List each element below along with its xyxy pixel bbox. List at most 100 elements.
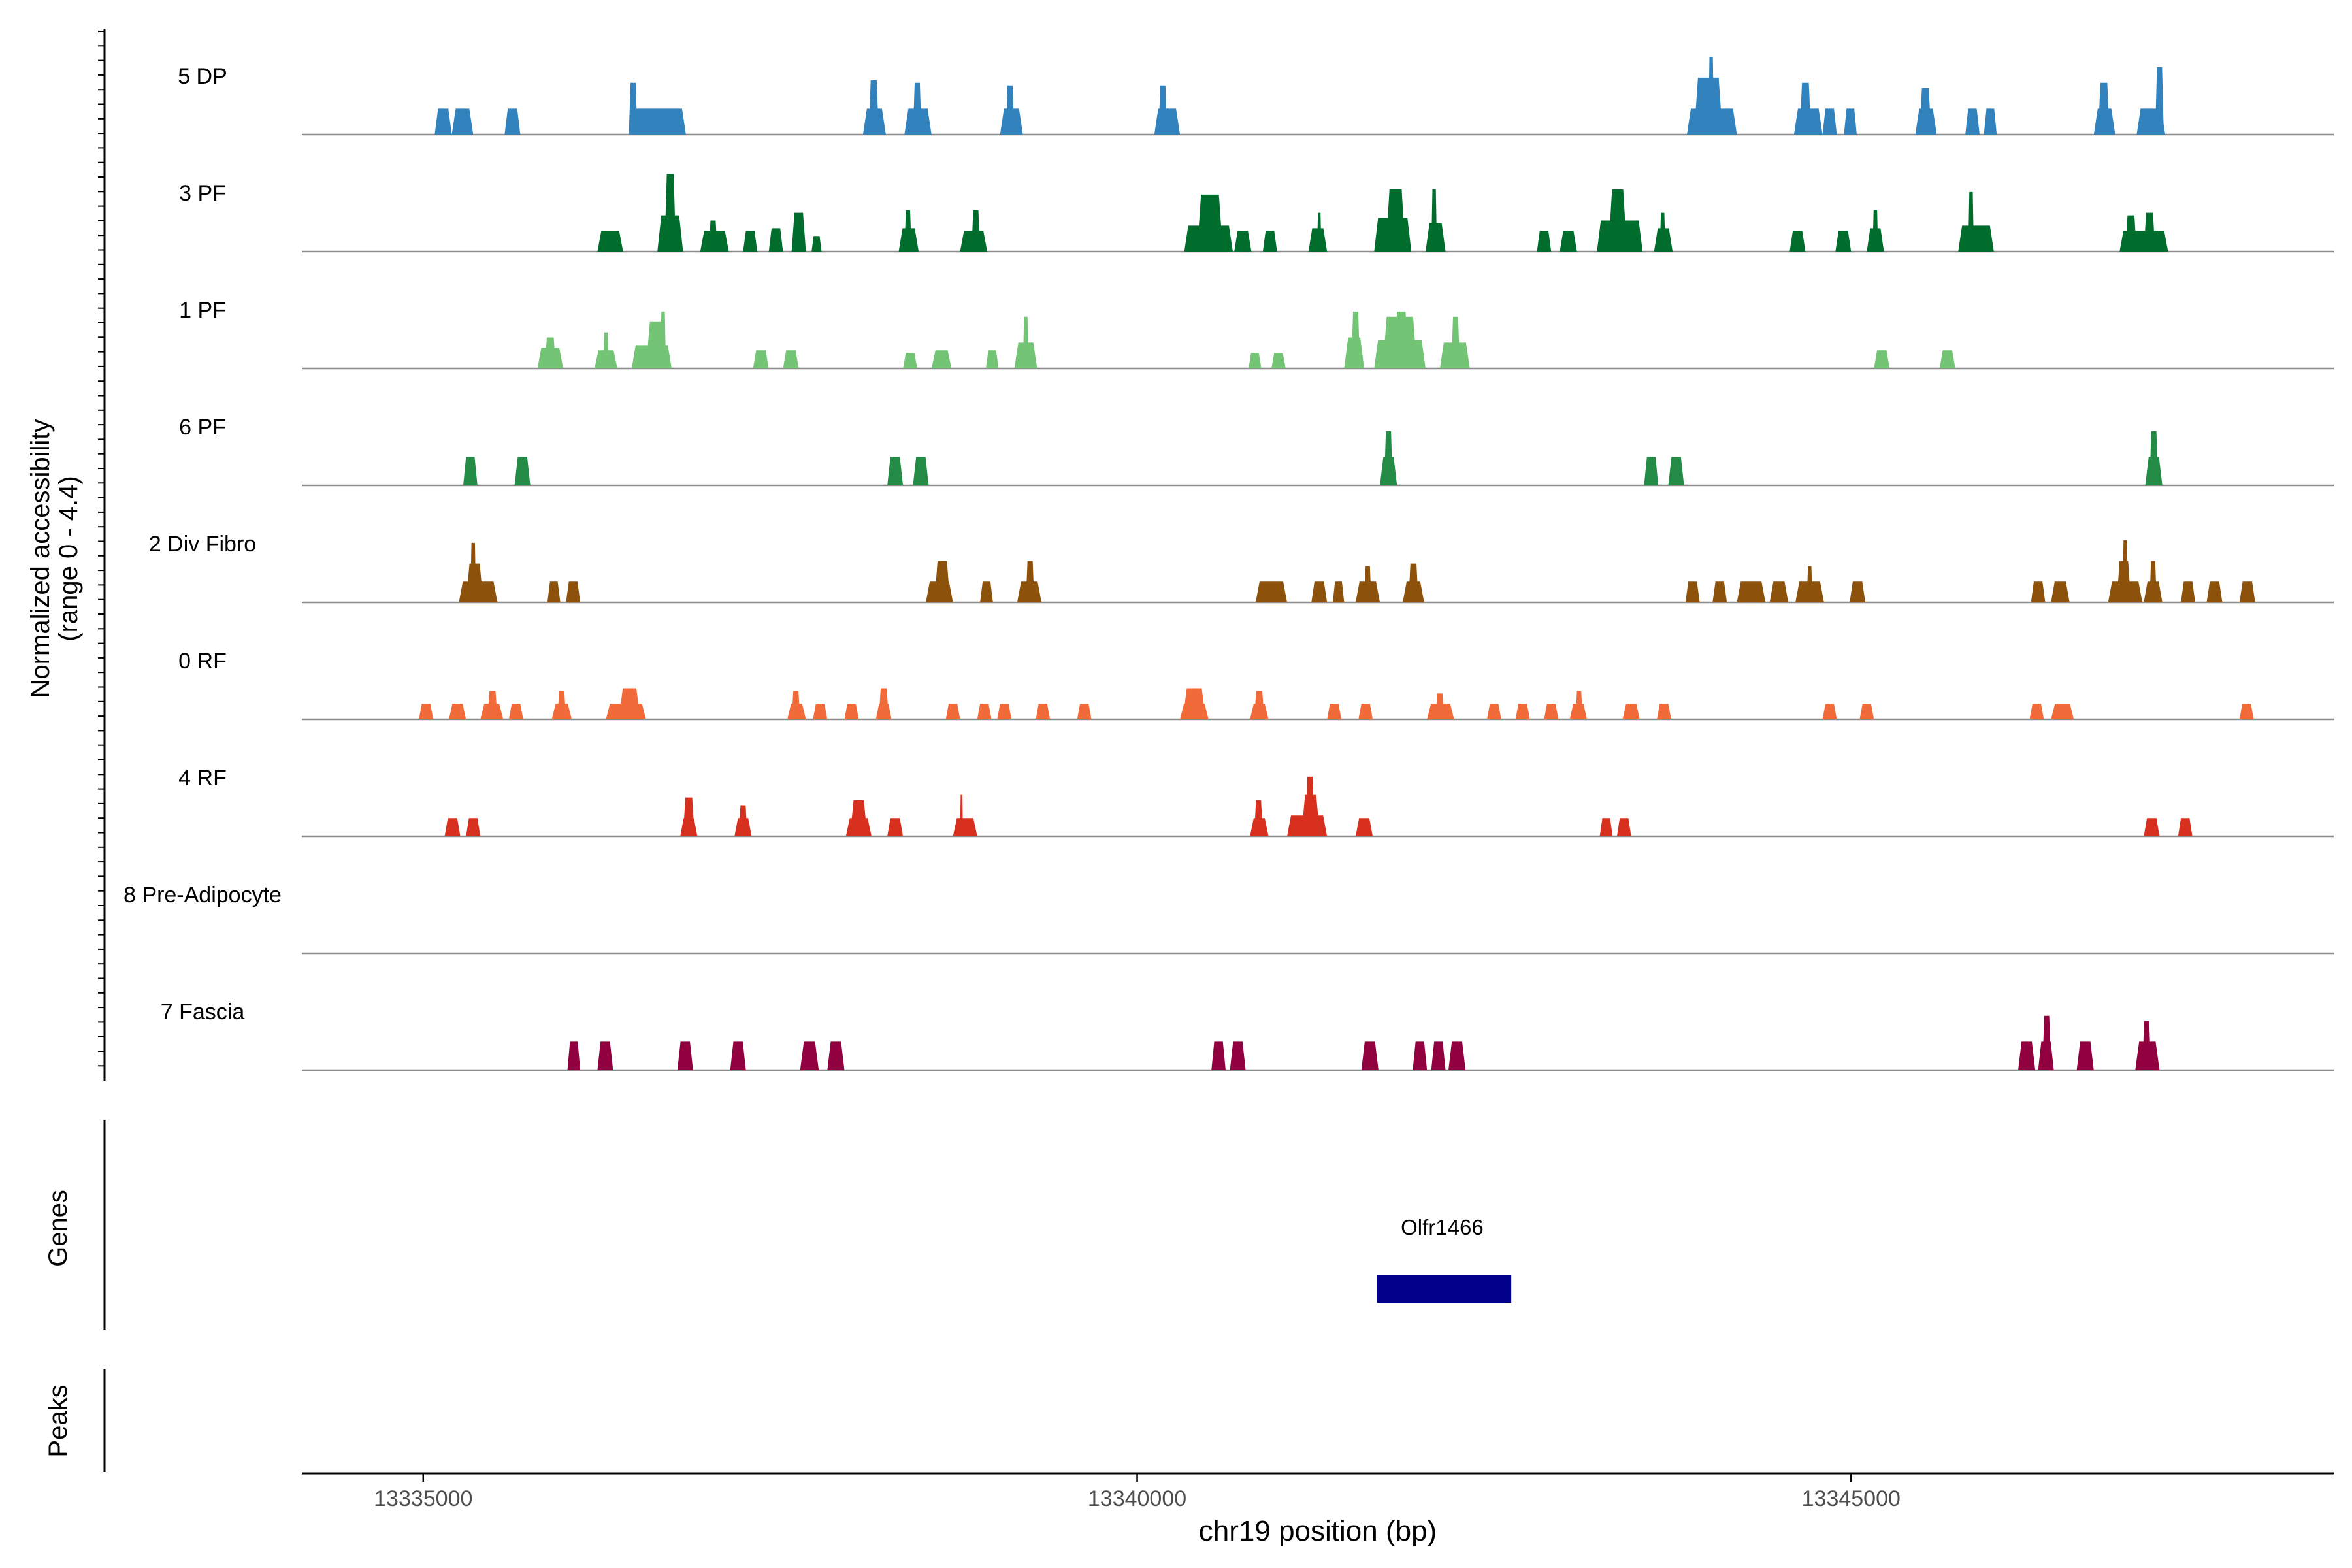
coverage-peak [2031, 581, 2046, 602]
x-tick-label: 13340000 [1088, 1486, 1186, 1511]
coverage-peak [434, 108, 452, 135]
coverage-peak [768, 228, 783, 252]
coverage-peak [683, 797, 694, 836]
coverage-peak [619, 688, 640, 719]
x-tick-label: 13345000 [1802, 1486, 1901, 1511]
coverage-peak [1965, 108, 1980, 135]
coverage-peak [953, 818, 977, 836]
coverage-peak [1859, 704, 1874, 719]
coverage-peak [903, 353, 917, 368]
coverage-peak [985, 350, 999, 368]
coverage-peak [1332, 581, 1345, 602]
coverage-peak [567, 1041, 581, 1070]
coverage-peak [557, 691, 566, 719]
genes-panel-title: Genes [44, 1190, 73, 1267]
coverage-peak [1408, 563, 1419, 602]
coverage-peak [730, 1041, 746, 1070]
coverage-peak [1958, 225, 1994, 252]
coverage-peak [1984, 108, 1997, 135]
coverage-peak [629, 108, 686, 135]
coverage-peak [1806, 566, 1813, 602]
coverage-peak [2076, 1041, 2094, 1070]
coverage-peak [1005, 85, 1015, 135]
gene-label: Olfr1466 [1401, 1215, 1484, 1239]
coverage-peak [1822, 704, 1837, 719]
coverage-peak [547, 581, 561, 602]
coverage-peak [1271, 353, 1286, 368]
track-label: 4 RF [178, 766, 227, 791]
coverage-peak [1737, 581, 1766, 602]
coverage-peak [1254, 691, 1264, 719]
coverage-peak [844, 704, 859, 719]
coverage-peak [1364, 566, 1371, 602]
coverage-peak [913, 457, 929, 485]
coverage-peak [597, 231, 623, 252]
track-label: 0 RF [178, 649, 227, 674]
gene-body [1377, 1275, 1512, 1303]
track-3-pf: 3 PF [179, 174, 2334, 253]
track-1-pf: 1 PF [179, 298, 2334, 370]
coverage-peak [743, 231, 758, 252]
coverage-peak [2178, 818, 2193, 836]
coverage-peak [1431, 1041, 1446, 1070]
coverage-peak [811, 236, 822, 252]
coverage-peak [1154, 108, 1181, 135]
coverage-peak [2155, 67, 2164, 135]
track-label: 2 Div Fibro [149, 532, 256, 557]
coverage-peak [1197, 194, 1223, 252]
coverage-peak [977, 704, 992, 719]
coverage-peak [1183, 688, 1206, 719]
coverage-peak [544, 337, 556, 368]
track-8-pre-adipocyte: 8 Pre-Adipocyte [123, 883, 2334, 955]
coverage-peak [1608, 189, 1627, 252]
coverage-peak [419, 704, 434, 719]
y-axis-title-line1: Normalized accessibility [26, 419, 55, 698]
track-label: 8 Pre-Adipocyte [123, 883, 282, 907]
coverage-peak [1249, 353, 1262, 368]
coverage-peak [677, 1041, 693, 1070]
coverage-peak [1211, 1041, 1226, 1070]
coverage-peak [2206, 581, 2223, 602]
coverage-peak [1431, 189, 1437, 252]
coverage-peak [791, 212, 806, 252]
y-axis-title-line2: (range 0 - 4.4) [54, 476, 83, 641]
coverage-peak [868, 80, 879, 135]
track-2-div-fibro: 2 Div Fibro [149, 532, 2334, 604]
coverage-peak [1255, 581, 1287, 602]
coverage-peak [972, 210, 981, 252]
coverage-peak [887, 818, 904, 836]
coverage-peak [1708, 57, 1714, 135]
coverage-peak [444, 818, 461, 836]
coverage-peak [514, 457, 531, 485]
track-5-dp: 5 DP [178, 57, 2334, 136]
coverage-peak [2239, 581, 2255, 602]
coverage-peak [1693, 77, 1723, 135]
track-label: 7 Fascia [161, 1000, 245, 1024]
coverage-peak [1560, 231, 1577, 252]
coverage-peak [1036, 704, 1051, 719]
coverage-peak [1305, 776, 1315, 836]
coverage-peak [1622, 704, 1640, 719]
coverage-tracks: 5 DP 3 PF 1 PF 6 PF 2 Div Fibro 0 RF 4 RF 8 Pre… [123, 57, 2334, 1071]
coverage-peak [1234, 231, 1252, 252]
coverage-peak [850, 800, 868, 836]
coverage-peak [2029, 704, 2044, 719]
peaks-panel-title: Peaks [44, 1384, 73, 1457]
coverage-peak [470, 542, 476, 602]
coverage-peak [1355, 818, 1373, 836]
coverage-peak [664, 174, 676, 252]
coverage-peak [1385, 189, 1406, 252]
coverage-peak [487, 691, 498, 719]
coverage-peak [1451, 316, 1460, 368]
coverage-peak [1394, 311, 1409, 368]
coverage-peak [1968, 191, 1974, 252]
coverage-peak [566, 581, 581, 602]
track-label: 1 PF [179, 298, 226, 323]
coverage-peak [1659, 212, 1666, 252]
coverage-peak [800, 1041, 819, 1070]
accessibility-y-axis [98, 29, 106, 1081]
coverage-peak [2149, 561, 2157, 602]
coverage-peak [2142, 1021, 2151, 1070]
track-7-fascia: 7 Fascia [161, 1000, 2334, 1071]
